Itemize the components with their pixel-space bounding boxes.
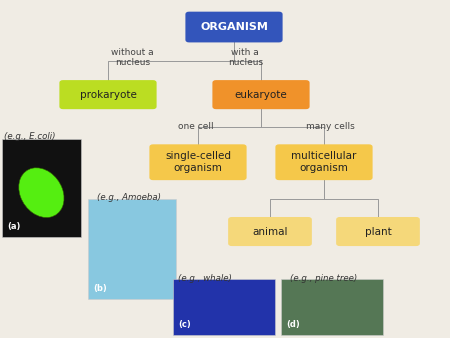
FancyBboxPatch shape — [336, 217, 420, 246]
Text: (e.g., E.coli): (e.g., E.coli) — [4, 132, 56, 141]
Text: animal: animal — [252, 226, 288, 237]
Text: ORGANISM: ORGANISM — [200, 22, 268, 32]
Text: many cells: many cells — [306, 122, 355, 131]
Text: with a
nucleus: with a nucleus — [228, 48, 263, 67]
FancyBboxPatch shape — [173, 279, 274, 335]
FancyBboxPatch shape — [88, 199, 176, 299]
FancyBboxPatch shape — [275, 144, 373, 180]
Text: (e.g., Amoeba): (e.g., Amoeba) — [97, 193, 161, 202]
FancyBboxPatch shape — [2, 139, 81, 237]
Text: (c): (c) — [179, 319, 191, 329]
Text: (b): (b) — [93, 284, 107, 293]
FancyBboxPatch shape — [59, 80, 157, 109]
Text: plant: plant — [364, 226, 392, 237]
FancyBboxPatch shape — [228, 217, 312, 246]
FancyBboxPatch shape — [281, 279, 382, 335]
Text: (a): (a) — [8, 221, 21, 231]
Text: single-celled
organism: single-celled organism — [165, 151, 231, 173]
FancyBboxPatch shape — [185, 11, 283, 42]
Text: prokaryote: prokaryote — [80, 90, 136, 100]
Ellipse shape — [19, 168, 64, 218]
Text: without a
nucleus: without a nucleus — [112, 48, 154, 67]
Text: multicellular
organism: multicellular organism — [291, 151, 357, 173]
FancyBboxPatch shape — [149, 144, 247, 180]
Text: (e.g., pine tree): (e.g., pine tree) — [290, 274, 357, 283]
Text: (d): (d) — [287, 319, 301, 329]
Text: (e.g., whale): (e.g., whale) — [178, 274, 232, 283]
Text: one cell: one cell — [178, 122, 214, 131]
FancyBboxPatch shape — [212, 80, 310, 109]
Text: eukaryote: eukaryote — [234, 90, 288, 100]
